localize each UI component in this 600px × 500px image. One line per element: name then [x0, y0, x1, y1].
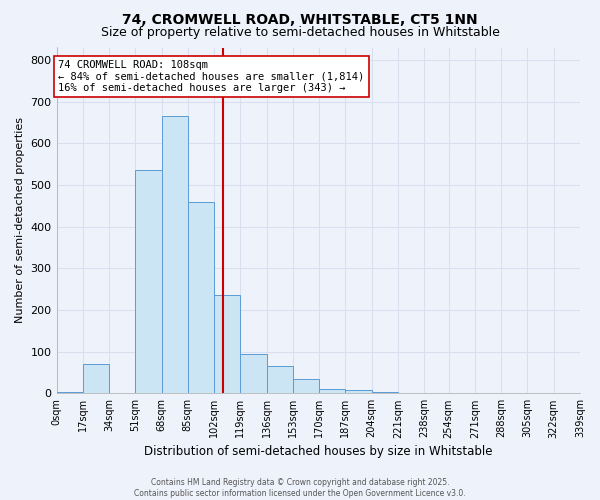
Bar — [371, 392, 398, 394]
Bar — [240, 354, 266, 394]
Bar — [345, 390, 371, 394]
Bar — [319, 389, 345, 394]
Bar — [214, 296, 240, 394]
Bar — [188, 202, 214, 394]
X-axis label: Distribution of semi-detached houses by size in Whitstable: Distribution of semi-detached houses by … — [144, 444, 493, 458]
Text: Size of property relative to semi-detached houses in Whitstable: Size of property relative to semi-detach… — [101, 26, 499, 39]
Bar — [161, 116, 188, 394]
Text: 74, CROMWELL ROAD, WHITSTABLE, CT5 1NN: 74, CROMWELL ROAD, WHITSTABLE, CT5 1NN — [122, 12, 478, 26]
Y-axis label: Number of semi-detached properties: Number of semi-detached properties — [15, 118, 25, 324]
Text: 74 CROMWELL ROAD: 108sqm
← 84% of semi-detached houses are smaller (1,814)
16% o: 74 CROMWELL ROAD: 108sqm ← 84% of semi-d… — [58, 60, 364, 93]
Bar — [56, 392, 83, 394]
Bar — [83, 364, 109, 394]
Bar — [135, 170, 161, 394]
Bar — [266, 366, 293, 394]
Bar — [293, 378, 319, 394]
Text: Contains HM Land Registry data © Crown copyright and database right 2025.
Contai: Contains HM Land Registry data © Crown c… — [134, 478, 466, 498]
